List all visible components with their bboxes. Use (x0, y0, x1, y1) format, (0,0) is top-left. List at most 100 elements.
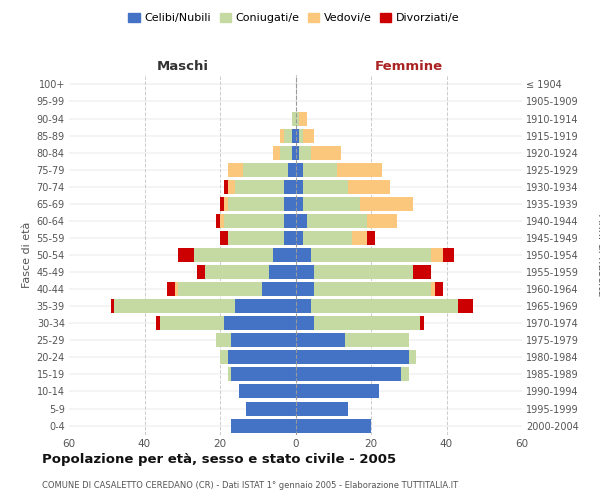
Bar (273, 248, 296, 262)
Bar (232, 418, 296, 432)
Bar (296, 299, 311, 313)
Bar (296, 197, 413, 211)
Bar (227, 368, 296, 382)
Bar (284, 197, 296, 211)
Bar (296, 282, 435, 296)
Bar (296, 402, 349, 415)
Bar (216, 334, 296, 347)
Bar (262, 282, 296, 296)
Bar (227, 162, 296, 176)
Bar (194, 248, 296, 262)
Bar (242, 162, 296, 176)
Bar (160, 316, 296, 330)
Bar (296, 112, 307, 126)
Bar (280, 146, 296, 160)
Bar (284, 128, 296, 142)
Bar (296, 299, 458, 313)
Bar (296, 282, 314, 296)
Bar (197, 265, 296, 279)
Bar (220, 231, 296, 245)
Bar (296, 384, 379, 398)
Bar (247, 402, 296, 415)
Bar (296, 180, 390, 194)
Bar (296, 368, 409, 382)
Bar (227, 180, 296, 194)
Bar (296, 162, 382, 176)
Bar (296, 146, 311, 160)
Bar (296, 197, 303, 211)
Bar (235, 299, 296, 313)
Bar (296, 146, 341, 160)
Text: Popolazione per età, sesso e stato civile - 2005: Popolazione per età, sesso e stato civil… (42, 452, 396, 466)
Bar (280, 128, 296, 142)
Bar (284, 214, 296, 228)
Bar (235, 180, 296, 194)
Bar (296, 214, 397, 228)
Bar (224, 316, 296, 330)
Bar (288, 162, 296, 176)
Bar (296, 112, 299, 126)
Y-axis label: Fasce di età: Fasce di età (22, 222, 32, 288)
Bar (227, 231, 296, 245)
Bar (115, 299, 296, 313)
Bar (292, 146, 296, 160)
Bar (296, 197, 359, 211)
Bar (296, 334, 344, 347)
Bar (292, 128, 296, 142)
Bar (296, 265, 431, 279)
Bar (205, 265, 296, 279)
Y-axis label: Anni di nascita: Anni di nascita (596, 214, 600, 296)
Bar (296, 231, 375, 245)
Bar (296, 418, 371, 432)
Bar (227, 197, 296, 211)
Bar (296, 282, 431, 296)
Bar (239, 384, 296, 398)
Bar (220, 350, 296, 364)
Bar (296, 350, 416, 364)
Bar (296, 368, 409, 382)
Bar (115, 299, 296, 313)
Bar (220, 214, 296, 228)
Bar (296, 112, 307, 126)
Bar (232, 334, 296, 347)
Bar (296, 128, 314, 142)
Bar (216, 334, 296, 347)
Bar (227, 231, 296, 245)
Bar (296, 418, 371, 432)
Bar (296, 162, 303, 176)
Bar (227, 368, 296, 382)
Bar (296, 214, 397, 228)
Bar (296, 180, 303, 194)
Bar (205, 265, 296, 279)
Bar (296, 384, 379, 398)
Bar (296, 265, 314, 279)
Bar (296, 180, 390, 194)
Bar (296, 146, 341, 160)
Bar (239, 384, 296, 398)
Text: COMUNE DI CASALETTO CEREDANO (CR) - Dati ISTAT 1° gennaio 2005 - Elaborazione TU: COMUNE DI CASALETTO CEREDANO (CR) - Dati… (42, 480, 458, 490)
Bar (247, 402, 296, 415)
Bar (296, 334, 409, 347)
Bar (296, 350, 416, 364)
Bar (227, 368, 296, 382)
Bar (296, 197, 413, 211)
Bar (296, 402, 349, 415)
Bar (110, 299, 296, 313)
Bar (296, 316, 424, 330)
Bar (239, 384, 296, 398)
Bar (175, 282, 296, 296)
Bar (296, 248, 454, 262)
Bar (224, 197, 296, 211)
Bar (296, 128, 303, 142)
Bar (227, 162, 296, 176)
Bar (296, 316, 420, 330)
Bar (232, 418, 296, 432)
Bar (167, 282, 296, 296)
Bar (296, 384, 379, 398)
Bar (296, 299, 458, 313)
Bar (247, 402, 296, 415)
Bar (220, 350, 296, 364)
Bar (296, 384, 379, 398)
Bar (224, 180, 296, 194)
Bar (292, 112, 296, 126)
